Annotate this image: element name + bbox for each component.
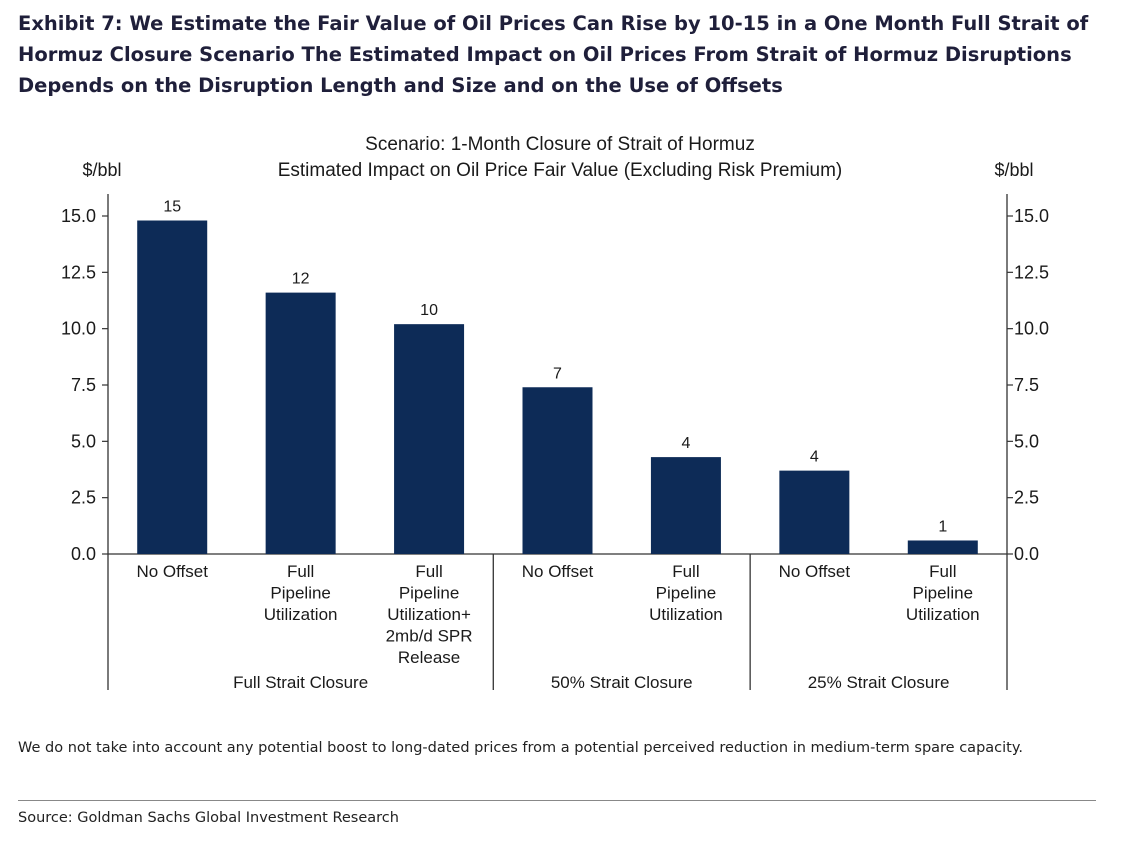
bar-data-label: 7	[553, 365, 562, 382]
bar-data-label: 4	[810, 449, 819, 466]
divider	[18, 800, 1096, 801]
x-category-label: Utilization	[649, 605, 723, 624]
x-category-label: Full	[929, 562, 956, 581]
chart-plot-area: 0.0 0.0 2.5 2.5 5.0 5.0 7.5 7.5 10.0 10.0 12.5 12.5…	[61, 194, 1049, 692]
source-line: Source: Goldman Sachs Global Investment …	[18, 810, 399, 826]
bar-data-label: 1	[938, 518, 947, 535]
exhibit-title: Exhibit 7: We Estimate the Fair Value of…	[18, 12, 1089, 97]
chart-title: Scenario: 1-Month Closure of Strait of H…	[365, 134, 755, 155]
bar	[265, 292, 336, 554]
y-axis-unit-right: $/bbl	[994, 160, 1033, 180]
x-category-label: 2mb/d SPR	[386, 627, 473, 646]
x-category-label: Release	[398, 648, 460, 667]
bar	[907, 540, 978, 554]
y-tick-label-right: 0.0	[1014, 544, 1039, 564]
y-tick-label-left: 2.5	[71, 488, 96, 508]
bar-chart: Scenario: 1-Month Closure of Strait of H…	[61, 134, 1049, 692]
x-category-label: No Offset	[522, 562, 594, 581]
x-category-label: Full	[287, 562, 314, 581]
y-tick-label-right: 2.5	[1014, 488, 1039, 508]
group-label: 25% Strait Closure	[808, 673, 950, 692]
x-category-label: Pipeline	[399, 584, 460, 603]
bar-data-label: 10	[420, 302, 438, 319]
chart-subtitle: Estimated Impact on Oil Price Fair Value…	[278, 160, 843, 181]
x-category-label: No Offset	[136, 562, 208, 581]
y-tick-label-left: 12.5	[61, 262, 96, 282]
y-tick-label-left: 10.0	[61, 319, 96, 339]
y-tick-label-left: 0.0	[71, 544, 96, 564]
y-tick-label-right: 15.0	[1014, 206, 1049, 226]
y-tick-label-left: 5.0	[71, 431, 96, 451]
bar-data-label: 12	[292, 271, 310, 288]
y-tick-label-right: 7.5	[1014, 375, 1039, 395]
x-category-label: Full	[415, 562, 442, 581]
x-category-label: Pipeline	[656, 584, 717, 603]
bar	[650, 457, 721, 554]
x-category-label: Full	[672, 562, 699, 581]
footnote: We do not take into account any potentia…	[18, 740, 1023, 756]
bar	[394, 324, 465, 554]
x-category-label: Utilization	[264, 605, 338, 624]
bar	[137, 220, 208, 555]
y-tick-label-right: 12.5	[1014, 262, 1049, 282]
y-tick-label-right: 5.0	[1014, 431, 1039, 451]
group-label: Full Strait Closure	[233, 673, 368, 692]
bar	[522, 387, 593, 554]
bar	[779, 470, 850, 554]
x-category-label: Pipeline	[913, 584, 974, 603]
y-tick-label-right: 10.0	[1014, 319, 1049, 339]
group-label: 50% Strait Closure	[551, 673, 693, 692]
y-tick-label-left: 7.5	[71, 375, 96, 395]
x-category-label: Utilization+	[387, 605, 471, 624]
y-axis-unit-left: $/bbl	[82, 160, 121, 180]
y-tick-label-left: 15.0	[61, 206, 96, 226]
x-category-label: Pipeline	[270, 584, 331, 603]
x-category-label: No Offset	[779, 562, 851, 581]
x-category-label: Utilization	[906, 605, 980, 624]
bar-data-label: 15	[163, 199, 181, 216]
bar-data-label: 4	[681, 435, 690, 452]
